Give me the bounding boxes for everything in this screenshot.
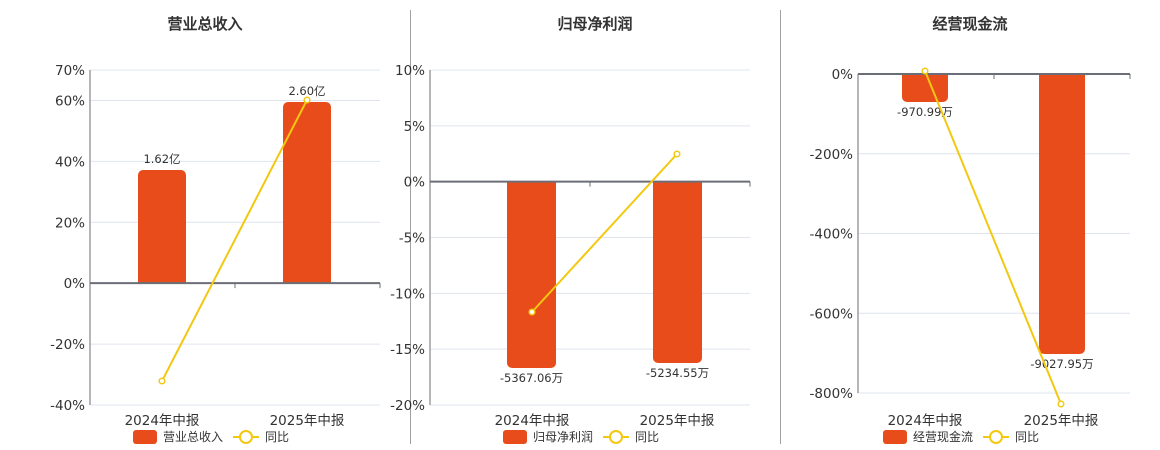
y-tick-label: -20%	[50, 337, 85, 353]
chart-title: 营业总收入	[167, 15, 243, 33]
bar-base	[507, 181, 556, 188]
y-tick-label: -10%	[390, 286, 425, 302]
bar-value-label: -9027.95万	[1030, 357, 1093, 371]
legend-bar-label[interactable]: 营业总收入	[163, 430, 224, 444]
bar[interactable]	[1039, 74, 1085, 354]
x-category-label: 2024年中报	[125, 413, 200, 429]
y-tick-label: -15%	[390, 342, 425, 358]
divider-1	[410, 10, 411, 444]
legend-bar-label[interactable]: 经营现金流	[913, 430, 974, 444]
legend-bar-swatch[interactable]	[133, 429, 157, 444]
legend: 营业总收入 同比	[133, 428, 289, 445]
y-tick-label: 0%	[404, 175, 426, 191]
legend-bar-label[interactable]: 归母净利润	[533, 430, 594, 444]
divider-2	[780, 10, 781, 444]
bar[interactable]	[902, 74, 948, 102]
legend-bar-swatch[interactable]	[503, 429, 527, 444]
yoy-point-circle-icon[interactable]	[303, 96, 311, 104]
x-category-label: 2024年中报	[888, 413, 963, 429]
chart-plot: 70% 60% 40% 20% 0% -20% -40% 1.62亿 2.60亿 2024年中报 2…	[50, 63, 381, 429]
chart-title: 经营现金流	[932, 15, 1008, 33]
bar-value-label: -5234.55万	[646, 366, 709, 380]
yoy-point-circle-icon[interactable]	[158, 377, 166, 385]
bar-base	[138, 277, 186, 284]
y-tick-label: -800%	[810, 386, 854, 402]
y-tick-label: -40%	[50, 398, 85, 414]
bar-base	[653, 181, 702, 188]
y-tick-label: -200%	[810, 147, 854, 163]
y-tick-label: 40%	[55, 154, 85, 170]
legend: 归母净利润 同比	[503, 428, 659, 445]
y-tick-label: -400%	[810, 227, 854, 243]
chart-panel-operating-cashflow: 经营现金流 0% -200% -400% -600% -800% -970.99万 -902…	[780, 0, 1160, 450]
x-category-label: 2025年中报	[640, 413, 715, 429]
y-tick-label: -600%	[810, 306, 854, 322]
legend-line-circle-icon[interactable]	[983, 429, 1010, 444]
legend-line-label[interactable]: 同比	[265, 430, 290, 444]
legend: 经营现金流 同比	[883, 428, 1039, 445]
y-tick-label: -20%	[390, 398, 425, 414]
yoy-point-circle-icon[interactable]	[528, 308, 536, 316]
y-tick-label: 70%	[55, 63, 85, 79]
chart-title: 归母净利润	[557, 15, 633, 33]
x-category-label: 2025年中报	[1024, 413, 1099, 429]
bar-value-label: 1.62亿	[143, 152, 180, 166]
chart-panel-revenue: 营业总收入 70% 60% 40% 20% 0% -20% -40% 1.62亿 2.60亿 20…	[0, 0, 410, 450]
legend-line-label[interactable]: 同比	[635, 430, 660, 444]
bar[interactable]	[507, 181, 556, 368]
y-tick-label: 20%	[55, 215, 85, 231]
yoy-point-circle-icon[interactable]	[673, 150, 681, 158]
bar[interactable]	[138, 170, 186, 284]
chart-plot: 10% 5% 0% -5% -10% -15% -20% -5367.06万 -5234.55万…	[390, 63, 751, 429]
bar[interactable]	[283, 102, 331, 284]
bar[interactable]	[653, 181, 702, 363]
bar-base	[1039, 74, 1085, 80]
yoy-point-circle-icon[interactable]	[1057, 400, 1065, 408]
y-tick-label: 5%	[404, 119, 426, 135]
yoy-line	[161, 99, 308, 382]
y-tick-label: 0%	[64, 276, 86, 292]
legend-line-circle-icon[interactable]	[233, 429, 260, 444]
x-category-label: 2024年中报	[495, 413, 570, 429]
bar-value-label: -5367.06万	[500, 371, 563, 385]
y-tick-label: -5%	[399, 231, 425, 247]
bar-base	[283, 277, 331, 284]
yoy-line	[531, 153, 678, 313]
yoy-point-circle-icon[interactable]	[921, 67, 929, 75]
y-tick-label: 0%	[832, 67, 854, 83]
legend-bar-swatch[interactable]	[883, 429, 907, 444]
bar-value-label: 2.60亿	[288, 84, 325, 98]
legend-line-circle-icon[interactable]	[603, 429, 630, 444]
y-tick-label: 60%	[55, 93, 85, 109]
bar-value-label: -970.99万	[897, 105, 953, 119]
yoy-line	[924, 70, 1062, 405]
bar-base	[902, 74, 948, 80]
y-tick-label: 10%	[395, 63, 425, 79]
legend-line-label[interactable]: 同比	[1015, 430, 1040, 444]
x-category-label: 2025年中报	[270, 413, 345, 429]
chart-plot: 0% -200% -400% -600% -800% -970.99万 -9027.95万 2…	[810, 67, 1131, 429]
chart-panel-net-profit: 归母净利润 10% 5% 0% -5% -10% -15% -20% -5367.06万 -52…	[390, 0, 780, 450]
